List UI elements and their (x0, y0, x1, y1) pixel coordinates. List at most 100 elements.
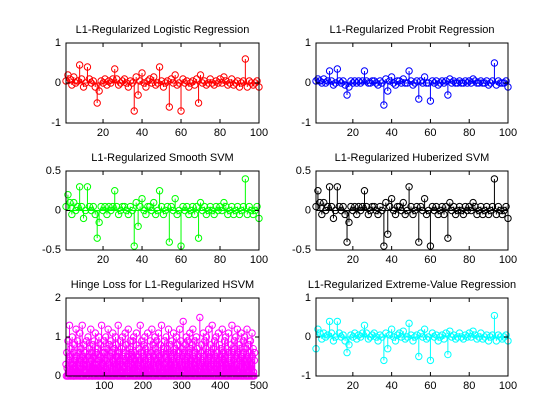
stem-marker (77, 75, 86, 83)
stem-marker (428, 329, 437, 337)
stem (214, 79, 222, 87)
stem (413, 202, 421, 211)
stem-marker (374, 210, 382, 219)
stem-marker (179, 75, 187, 83)
stem-marker (140, 341, 148, 349)
stem (385, 77, 394, 85)
stem (411, 333, 419, 341)
stem-marker (481, 206, 489, 215)
stem-marker (424, 333, 433, 341)
stem-marker (109, 75, 117, 83)
stem (448, 79, 456, 87)
y-tick-label: 0 (55, 204, 61, 216)
stem-marker (208, 79, 216, 87)
stem-marker (243, 325, 251, 333)
stem-marker (341, 337, 349, 345)
stem (428, 202, 437, 211)
y-tick-label: -1 (301, 370, 311, 382)
stem-marker (314, 325, 322, 333)
stem (387, 194, 396, 211)
stem (151, 210, 160, 219)
stem-marker (397, 206, 406, 215)
stem (162, 333, 170, 376)
stem-marker (184, 337, 192, 345)
stem-marker (323, 77, 332, 85)
stem (316, 198, 324, 211)
stem (409, 210, 417, 219)
stem (333, 317, 342, 337)
stem-marker (171, 194, 179, 203)
stem-marker (331, 79, 340, 87)
stem-marker (196, 198, 205, 207)
stem (201, 337, 209, 376)
stem-marker (161, 206, 170, 215)
stem (438, 202, 446, 211)
stem-marker (358, 202, 367, 211)
stem-marker (418, 206, 427, 215)
stem-marker (105, 77, 113, 85)
stem-marker (453, 79, 462, 87)
stem-marker (101, 202, 109, 211)
stem-marker (436, 333, 444, 341)
stem (134, 83, 142, 99)
stem-marker (333, 317, 342, 326)
stem (374, 210, 382, 219)
stem (159, 210, 168, 219)
stem (72, 206, 80, 215)
stem-marker (235, 341, 243, 349)
stem (411, 206, 419, 215)
stem (159, 83, 168, 91)
stem (490, 59, 499, 83)
stem-marker (376, 202, 384, 211)
stem-marker (206, 202, 214, 211)
stem-marker (380, 356, 388, 365)
stem (455, 202, 464, 211)
stem-marker (409, 210, 417, 219)
stem-marker (224, 81, 232, 89)
stem-marker (380, 101, 388, 109)
stem (70, 198, 78, 211)
stem-marker (73, 337, 82, 345)
y-tick-label: -1 (301, 117, 311, 129)
stem-marker (189, 202, 197, 211)
stem (473, 335, 481, 343)
stem-marker (323, 202, 332, 211)
stem-marker (163, 202, 172, 211)
stem (444, 337, 452, 359)
stem-marker (132, 198, 140, 207)
stem (314, 187, 322, 211)
stem-marker (451, 210, 460, 219)
stem-marker (374, 81, 382, 89)
stem-marker (138, 194, 146, 203)
stem-marker (157, 321, 166, 329)
stem (442, 202, 450, 211)
stem-marker (459, 210, 468, 219)
stem-marker (411, 333, 419, 341)
stem-marker (372, 333, 380, 341)
stem-marker (490, 59, 499, 67)
stem-marker (469, 198, 477, 207)
stem (132, 198, 140, 211)
stem-marker (177, 337, 185, 345)
stem (142, 210, 150, 219)
stem-marker (362, 77, 371, 85)
stem-marker (364, 210, 373, 219)
stem (85, 202, 94, 211)
stem-marker (218, 206, 226, 215)
stem (494, 202, 503, 211)
stem (337, 333, 345, 341)
stem (477, 202, 485, 211)
stem-marker (253, 202, 261, 211)
stem-marker (189, 325, 197, 333)
stem-marker (318, 210, 326, 219)
stem-marker (349, 206, 357, 215)
stem-marker (140, 206, 148, 215)
subplot-title: L1-Regularized Extreme-Value Regression (308, 279, 516, 291)
stem-marker (405, 319, 413, 328)
x-tick-label: 100 (499, 380, 517, 392)
stem (73, 77, 82, 85)
stem-marker (354, 202, 363, 211)
stem-marker (169, 79, 177, 87)
stem-marker (370, 202, 378, 211)
stem-marker (360, 321, 369, 329)
